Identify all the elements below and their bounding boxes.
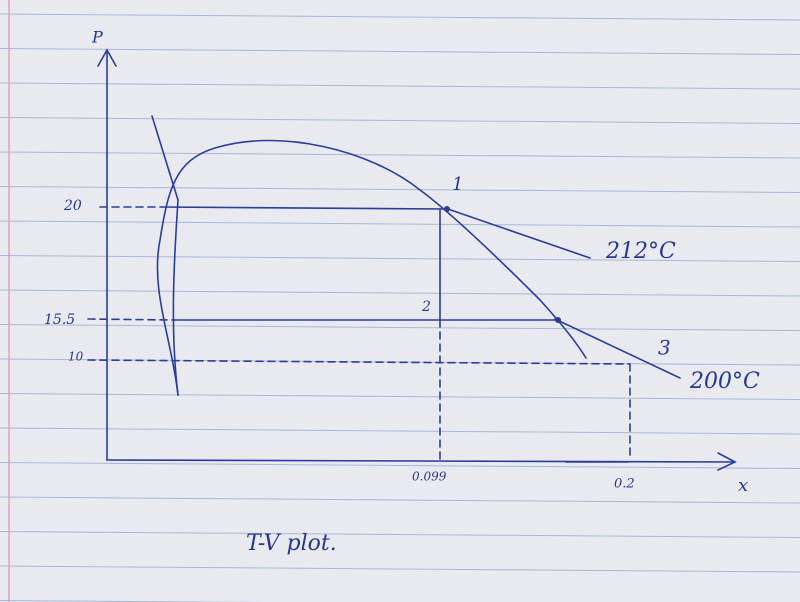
x-axis — [106, 459, 736, 463]
ruled-line — [0, 48, 800, 55]
pressure-line-10 — [87, 359, 631, 365]
ruled-lines — [0, 13, 800, 602]
point-label: 1 — [452, 174, 463, 195]
ruled-line — [0, 117, 800, 124]
y-tick-label: 20 — [63, 198, 82, 214]
liquid-line — [151, 115, 179, 201]
ruled-line — [0, 82, 800, 90]
isotherm-200 — [554, 318, 681, 379]
ruled-line — [0, 151, 800, 159]
isotherm-label: 200°C — [689, 369, 760, 394]
y-tick-label: 10 — [68, 350, 84, 364]
x-arrow — [717, 452, 737, 471]
point-label: 3 — [658, 336, 671, 360]
ruled-line — [0, 565, 800, 573]
ruled-line — [0, 427, 800, 435]
y-axis-label: P — [91, 28, 103, 47]
state-point — [444, 206, 450, 212]
ruled-line — [0, 186, 800, 193]
state-point — [555, 317, 561, 323]
ruled-line — [0, 496, 800, 504]
saturated-liquid-line — [172, 199, 179, 396]
ruled-line — [0, 289, 800, 297]
y-arrow — [97, 48, 117, 67]
pressure-line-20 — [159, 206, 446, 210]
ruled-line — [0, 393, 800, 400]
x-tick-label: 0.099 — [412, 470, 447, 484]
ruled-line — [0, 324, 800, 331]
point-label: 2 — [421, 299, 431, 315]
saturation-curve — [156, 139, 587, 396]
guide-line — [87, 318, 176, 321]
caption: T-V plot. — [246, 531, 337, 556]
y-tick-label: 15.5 — [44, 312, 75, 328]
x-axis-label: x — [738, 475, 748, 496]
ruled-line — [0, 255, 800, 262]
ruled-line — [0, 220, 800, 228]
x-tick-label: 0.2 — [614, 477, 635, 492]
ruled-line — [0, 462, 800, 469]
ruled-line — [0, 531, 800, 538]
isotherm-212 — [444, 207, 591, 259]
ruled-line — [0, 13, 800, 21]
isotherm-label: 212°C — [605, 239, 676, 264]
